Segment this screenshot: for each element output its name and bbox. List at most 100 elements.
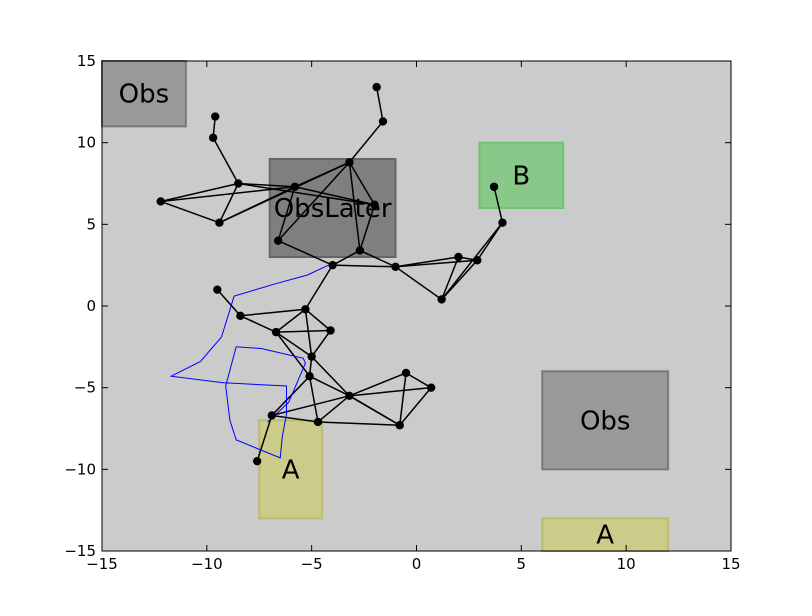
graph-edge xyxy=(441,222,504,300)
graph-edge xyxy=(395,266,443,301)
graph-node xyxy=(211,112,220,121)
graph-edge xyxy=(271,395,350,417)
graph-edge xyxy=(212,137,239,184)
graph-node xyxy=(307,352,316,361)
graph-node xyxy=(473,256,482,265)
y-tick-label: 15 xyxy=(77,52,96,70)
graph-edge xyxy=(256,415,273,462)
graph-edge xyxy=(405,372,432,389)
graph-node xyxy=(271,327,281,337)
axis-ticks: −15 −10 −5 0 5 10 15 −15 −10 −5 0 5 10 15 xyxy=(64,52,740,573)
region-label: Obs xyxy=(580,406,631,436)
graph-node xyxy=(372,82,381,92)
graph-node xyxy=(378,117,388,126)
y-tick-label: −10 xyxy=(64,460,96,478)
region-labels-layer: Obs ObsLater B Obs A A xyxy=(119,80,631,551)
graph-edge xyxy=(218,183,239,224)
nodes-layer xyxy=(156,82,507,466)
graph-edge xyxy=(476,222,504,261)
region-label: B xyxy=(512,161,530,191)
graph-edge xyxy=(493,186,504,223)
graph-edge xyxy=(275,331,311,377)
graph-node xyxy=(489,182,499,191)
graph-node xyxy=(426,383,436,392)
graph-node xyxy=(437,295,446,304)
region-goal-b-2 xyxy=(478,141,565,210)
graph-node xyxy=(345,391,354,401)
graph-edge xyxy=(349,372,407,397)
graph-edge xyxy=(240,308,306,317)
graph-edge xyxy=(304,264,334,310)
graph-edge xyxy=(395,259,478,268)
graph-edge xyxy=(277,186,296,241)
graph-node xyxy=(215,218,224,227)
y-tick-label: 0 xyxy=(86,297,96,315)
graph-edge xyxy=(238,182,295,188)
graph-edge xyxy=(332,264,396,268)
graph-edge xyxy=(311,356,350,397)
graph-node xyxy=(326,326,335,335)
graph-node xyxy=(267,411,277,420)
region-label: Obs xyxy=(119,80,170,110)
graph-edge xyxy=(317,421,400,426)
region-goal-a-4 xyxy=(258,419,324,520)
graph-node xyxy=(252,456,262,466)
x-tick-label: 5 xyxy=(517,555,527,573)
y-tick-label: 10 xyxy=(77,134,96,152)
x-tick-label: −5 xyxy=(301,555,323,573)
graph-node xyxy=(498,218,507,227)
graph-edge xyxy=(276,329,331,333)
graph-edge xyxy=(349,386,432,397)
graph-edge xyxy=(440,256,460,300)
graph-node xyxy=(290,182,300,191)
graph-node xyxy=(213,285,222,294)
graph-edge xyxy=(240,315,277,333)
region-label: ObsLater xyxy=(274,194,392,224)
graph-node xyxy=(370,200,379,209)
graph-edge xyxy=(348,161,376,206)
plot-area-background xyxy=(102,61,731,551)
graph-edge xyxy=(309,375,350,397)
graph-edge xyxy=(294,186,375,206)
graph-node xyxy=(395,421,404,430)
graph-node xyxy=(328,260,337,270)
y-tick-label: 5 xyxy=(86,215,96,233)
graph-edge xyxy=(275,331,313,358)
graph-edge xyxy=(311,330,332,358)
graph-edge xyxy=(277,239,333,266)
x-tick-label: 0 xyxy=(412,555,422,573)
region-obs-3 xyxy=(541,370,670,471)
graph-edge xyxy=(317,395,350,423)
graph-edge xyxy=(304,309,313,357)
graph-edge xyxy=(275,308,306,333)
graph-edge xyxy=(349,395,401,426)
graph-node xyxy=(156,197,165,206)
x-tick-label: −10 xyxy=(191,555,223,573)
graph-edge xyxy=(294,161,350,188)
graph-edge xyxy=(160,182,239,203)
graph-edge xyxy=(359,249,396,268)
graph-node xyxy=(234,179,243,188)
graph-edge xyxy=(359,204,376,251)
graph-node xyxy=(391,262,400,271)
graph-edge xyxy=(271,375,311,416)
region-goal-a-5 xyxy=(541,517,670,552)
graph-edge xyxy=(348,162,361,251)
x-tick-label: 10 xyxy=(617,555,636,573)
trajectory-path xyxy=(169,264,329,459)
graph-edge xyxy=(308,376,319,423)
graph-node xyxy=(454,252,463,262)
graph-node xyxy=(355,246,365,255)
edges-layer xyxy=(160,86,504,462)
graph-edge xyxy=(216,289,241,317)
graph-edge xyxy=(271,414,319,423)
graph-node xyxy=(301,305,310,314)
graph-edge xyxy=(238,182,375,206)
regions-layer xyxy=(101,60,670,552)
graph-node xyxy=(345,158,354,167)
y-tick-label: −5 xyxy=(74,379,96,397)
graph-node xyxy=(401,368,411,378)
graph-edge xyxy=(348,120,384,163)
path-layer xyxy=(169,264,329,459)
